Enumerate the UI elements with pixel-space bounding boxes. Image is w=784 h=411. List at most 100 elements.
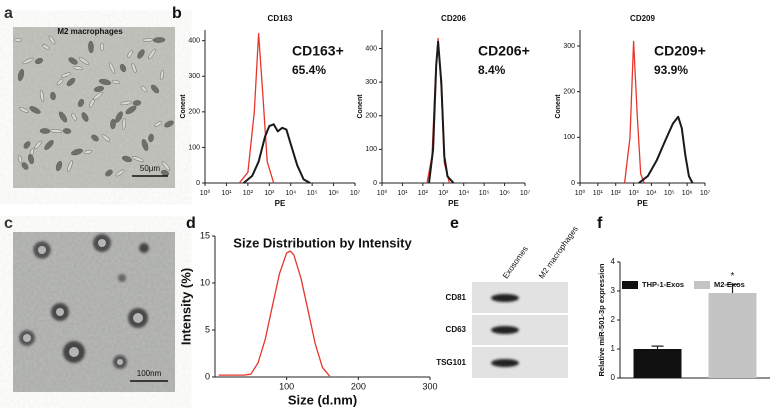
data-line xyxy=(638,115,694,184)
cell xyxy=(142,38,154,42)
blot xyxy=(472,282,568,378)
cell xyxy=(34,57,44,65)
significance: * xyxy=(731,271,735,282)
annotation: CD163+ xyxy=(292,43,344,59)
cell xyxy=(122,117,126,131)
cell xyxy=(48,35,56,45)
cell xyxy=(101,134,111,142)
cell xyxy=(62,128,72,134)
y-axis-label: Conent xyxy=(180,94,187,119)
legend-swatch xyxy=(622,281,638,289)
error-bar xyxy=(726,283,739,294)
cell xyxy=(58,111,68,123)
cell xyxy=(88,40,94,54)
cell xyxy=(78,57,90,65)
x-tick-label: 10⁰ xyxy=(200,189,211,197)
x-tick-label: 10² xyxy=(418,190,429,197)
cell xyxy=(29,106,41,114)
data-line xyxy=(242,123,311,184)
cell xyxy=(132,100,142,106)
cell xyxy=(71,113,77,121)
cell xyxy=(39,89,45,103)
cell xyxy=(152,37,166,43)
cell xyxy=(17,154,23,164)
cell xyxy=(125,105,137,115)
annotation: CD209+ xyxy=(654,43,706,59)
y-tick-label: 0 xyxy=(571,180,575,187)
data-line xyxy=(238,32,275,184)
cell xyxy=(160,69,164,81)
cell xyxy=(28,153,34,165)
x-tick-label: 10¹ xyxy=(593,190,604,197)
y-tick-label: 10 xyxy=(200,277,210,287)
legend-swatch xyxy=(694,281,710,289)
cell xyxy=(115,169,125,177)
panel-label: e xyxy=(450,215,459,232)
cell xyxy=(68,57,78,65)
y-axis-label: Intensity (%) xyxy=(178,268,193,345)
x-tick-label: 10⁴ xyxy=(458,190,469,197)
lane-label: Exosomes xyxy=(501,245,530,281)
x-tick-label: 300 xyxy=(422,381,437,391)
annotation: CD206+ xyxy=(478,43,530,59)
x-tick-label: 200 xyxy=(351,381,366,391)
bar xyxy=(708,293,757,378)
cell xyxy=(55,160,63,172)
protein-label: CD63 xyxy=(446,325,467,334)
x-tick-label: 10⁵ xyxy=(479,190,490,197)
cell xyxy=(93,91,103,101)
y-tick-label: 100 xyxy=(563,134,575,141)
cell xyxy=(154,121,162,127)
cell xyxy=(21,162,29,170)
cell xyxy=(164,120,174,128)
annotation: 93.9% xyxy=(654,63,688,77)
y-tick-label: 0 xyxy=(611,373,616,382)
y-tick-label: 3 xyxy=(611,286,616,295)
y-tick-label: 100 xyxy=(365,146,377,153)
cell xyxy=(66,77,76,87)
panel-label: d xyxy=(186,215,196,232)
chart-title: CD206 xyxy=(441,14,466,23)
cell xyxy=(22,57,34,65)
cell xyxy=(23,141,31,149)
micrograph-texture xyxy=(13,232,175,392)
cell xyxy=(108,62,116,74)
cell xyxy=(148,48,156,60)
x-axis-label: PE xyxy=(448,199,459,208)
scale-label: 50μm xyxy=(140,164,161,173)
y-tick-label: 0 xyxy=(196,180,200,187)
x-tick-label: 10³ xyxy=(629,190,640,197)
y-tick-label: 200 xyxy=(188,109,200,116)
cell xyxy=(77,98,85,108)
y-tick-label: 300 xyxy=(563,43,575,50)
y-tick-label: 400 xyxy=(188,38,200,45)
x-tick-label: 10³ xyxy=(438,190,449,197)
x-tick-label: 10⁰ xyxy=(575,189,586,197)
y-tick-label: 100 xyxy=(188,144,200,151)
cell xyxy=(39,128,51,134)
cell xyxy=(61,72,71,78)
error-bar xyxy=(651,345,664,349)
x-tick-label: 10⁶ xyxy=(499,190,510,197)
cell xyxy=(131,63,137,73)
cells xyxy=(13,35,174,177)
chart-title: CD163 xyxy=(268,14,293,23)
x-tick-label: 10⁶ xyxy=(682,190,693,197)
cell xyxy=(44,140,54,150)
bands xyxy=(491,294,519,367)
cell xyxy=(13,38,23,42)
micrograph-texture xyxy=(13,27,175,188)
x-tick-label: 10⁴ xyxy=(285,190,296,197)
chart-title: CD209 xyxy=(630,14,655,23)
legend-label: THP-1-Exos xyxy=(642,280,684,289)
x-tick-label: 10³ xyxy=(264,190,275,197)
bar xyxy=(633,349,682,378)
panel-e: e Exosomes M2 macrophages CD81 CD63 TSG1… xyxy=(436,215,580,378)
y-tick-label: 0 xyxy=(205,371,210,381)
axis xyxy=(214,236,430,378)
lane-label: M2 macrophages xyxy=(537,225,580,281)
y-tick-label: 4 xyxy=(611,257,616,266)
panel-c: c 100nm xyxy=(4,215,175,392)
protein-label: CD81 xyxy=(446,293,467,302)
